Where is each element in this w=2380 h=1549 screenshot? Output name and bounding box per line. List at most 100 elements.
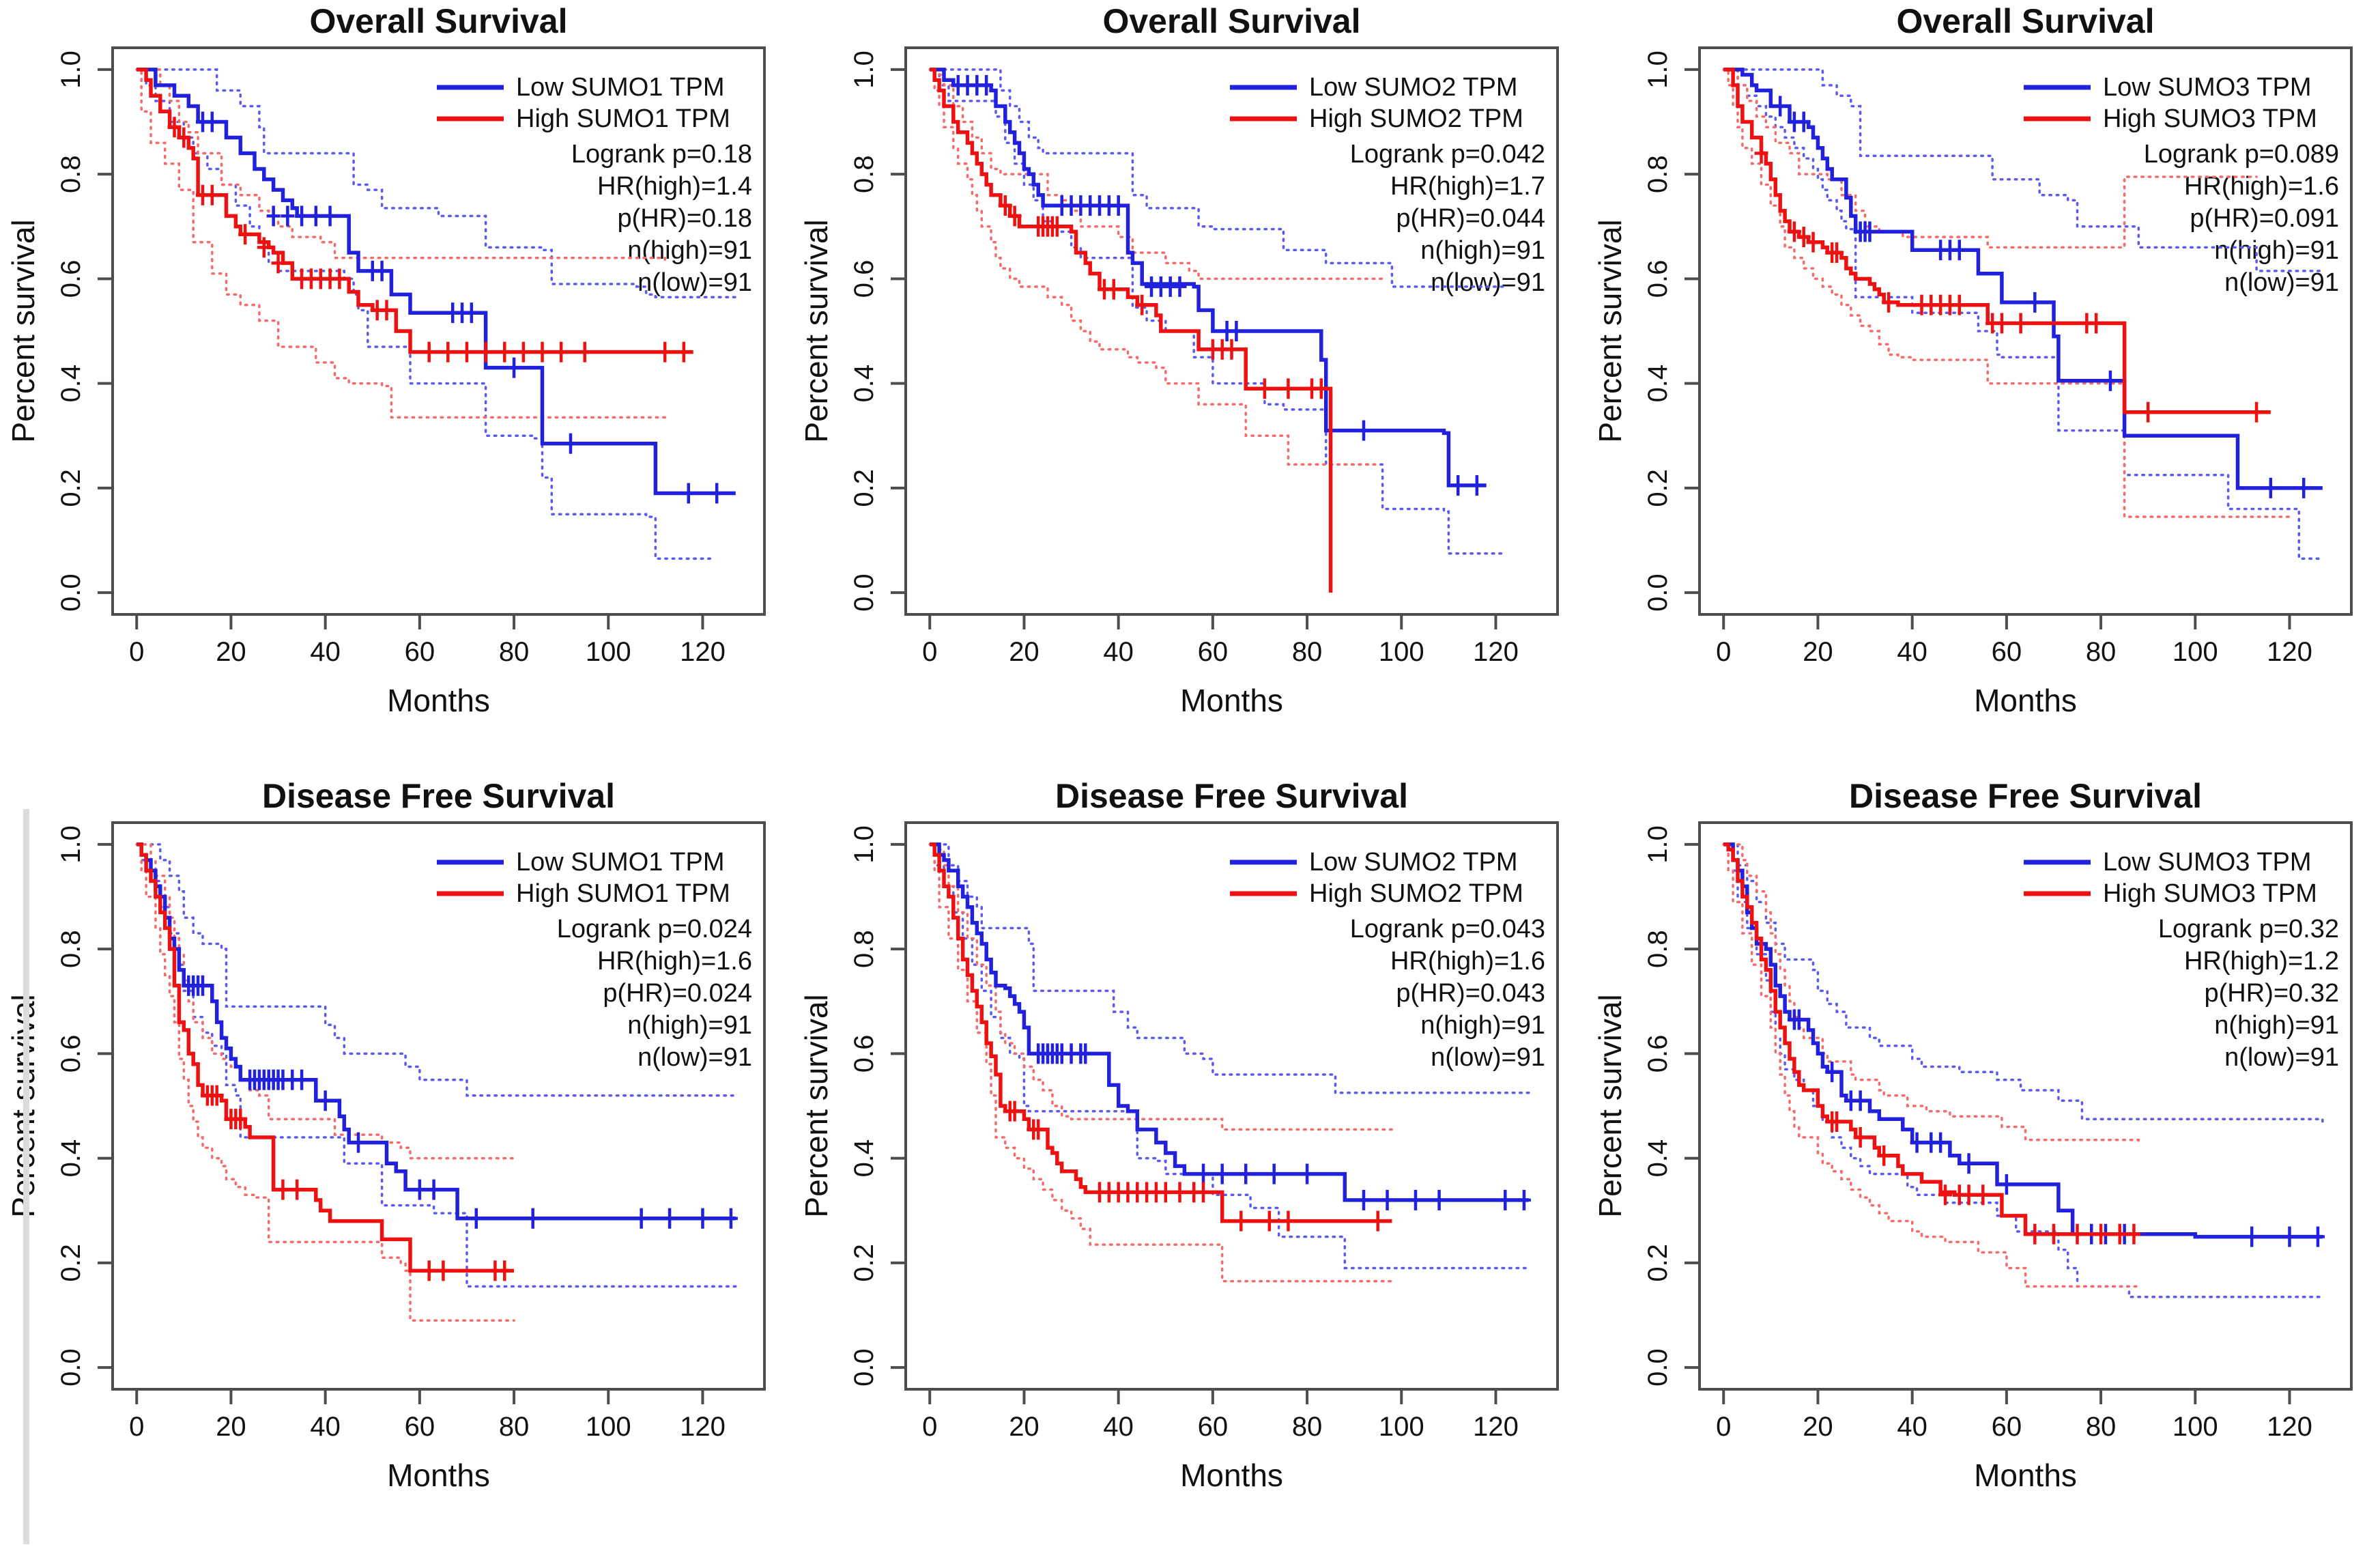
svg-text:60: 60 — [1198, 1412, 1229, 1442]
svg-text:0.2: 0.2 — [849, 469, 879, 507]
svg-text:100: 100 — [586, 637, 631, 667]
svg-text:Logrank p=0.042: Logrank p=0.042 — [1350, 140, 1545, 169]
svg-text:100: 100 — [1379, 637, 1424, 667]
svg-text:n(low)=91: n(low)=91 — [2224, 1043, 2339, 1072]
svg-text:Logrank p=0.043: Logrank p=0.043 — [1350, 915, 1545, 943]
svg-text:Months: Months — [387, 1458, 490, 1493]
svg-text:Low SUMO1 TPM: Low SUMO1 TPM — [516, 848, 724, 877]
svg-text:1.0: 1.0 — [1643, 825, 1673, 864]
km-chart-svg: Overall Survival 0 20 40 60 80 100 120 0.0 0.2 0.4… — [1592, 2, 2353, 718]
svg-text:0.8: 0.8 — [56, 930, 86, 968]
svg-text:100: 100 — [2173, 637, 2218, 667]
svg-text:High SUMO3 TPM: High SUMO3 TPM — [2103, 879, 2317, 908]
svg-text:100: 100 — [2173, 1412, 2218, 1442]
svg-text:Months: Months — [1180, 683, 1283, 718]
svg-text:n(low)=91: n(low)=91 — [637, 268, 752, 297]
km-plot-disease-free-survival-sumo1: Disease Free Survival 0 20 40 60 80 100 120 0.0 0… — [0, 775, 793, 1549]
svg-text:40: 40 — [310, 1412, 341, 1442]
svg-text:Overall Survival: Overall Survival — [1102, 2, 1360, 40]
svg-text:n(high)=91: n(high)=91 — [627, 1011, 752, 1040]
svg-text:120: 120 — [680, 637, 726, 667]
svg-text:0.4: 0.4 — [1643, 365, 1673, 403]
svg-text:p(HR)=0.18: p(HR)=0.18 — [618, 204, 752, 233]
svg-text:0.6: 0.6 — [849, 1035, 879, 1073]
svg-text:High SUMO2 TPM: High SUMO2 TPM — [1309, 879, 1523, 908]
svg-text:80: 80 — [2086, 1412, 2117, 1442]
svg-text:Logrank p=0.32: Logrank p=0.32 — [2158, 915, 2339, 943]
svg-text:0.8: 0.8 — [849, 155, 879, 193]
svg-text:0: 0 — [1716, 1412, 1731, 1442]
svg-text:Low SUMO3 TPM: Low SUMO3 TPM — [2103, 848, 2311, 877]
svg-text:20: 20 — [1803, 637, 1833, 667]
svg-text:n(low)=91: n(low)=91 — [637, 1043, 752, 1072]
svg-text:1.0: 1.0 — [849, 825, 879, 864]
svg-text:p(HR)=0.044: p(HR)=0.044 — [1396, 204, 1545, 233]
svg-text:0: 0 — [129, 637, 144, 667]
svg-text:40: 40 — [1897, 1412, 1927, 1442]
svg-text:40: 40 — [1103, 1412, 1134, 1442]
svg-text:60: 60 — [1992, 637, 2022, 667]
svg-text:0.2: 0.2 — [1643, 469, 1673, 507]
scrollbar-artifact-line — [23, 809, 29, 1544]
svg-text:0.0: 0.0 — [56, 573, 86, 612]
svg-text:Logrank p=0.089: Logrank p=0.089 — [2144, 140, 2339, 169]
svg-text:20: 20 — [1009, 637, 1040, 667]
svg-text:0.6: 0.6 — [1643, 260, 1673, 298]
svg-text:20: 20 — [216, 1412, 246, 1442]
svg-text:60: 60 — [1992, 1412, 2022, 1442]
svg-text:0.2: 0.2 — [56, 469, 86, 507]
svg-text:n(high)=91: n(high)=91 — [1420, 236, 1545, 265]
svg-text:Low SUMO2 TPM: Low SUMO2 TPM — [1309, 73, 1517, 102]
svg-text:40: 40 — [310, 637, 341, 667]
svg-text:0.0: 0.0 — [849, 1348, 879, 1387]
svg-text:1.0: 1.0 — [56, 51, 86, 89]
svg-text:Disease Free Survival: Disease Free Survival — [262, 777, 615, 815]
svg-text:0.8: 0.8 — [1643, 155, 1673, 193]
svg-text:HR(high)=1.6: HR(high)=1.6 — [597, 947, 752, 976]
svg-text:HR(high)=1.6: HR(high)=1.6 — [2184, 172, 2339, 201]
svg-text:High SUMO1 TPM: High SUMO1 TPM — [516, 104, 730, 133]
svg-text:40: 40 — [1103, 637, 1134, 667]
svg-text:High SUMO1 TPM: High SUMO1 TPM — [516, 879, 730, 908]
svg-text:Percent survival: Percent survival — [799, 219, 834, 442]
svg-text:0: 0 — [129, 1412, 144, 1442]
svg-text:0: 0 — [922, 637, 937, 667]
svg-text:100: 100 — [1379, 1412, 1424, 1442]
svg-text:1.0: 1.0 — [849, 51, 879, 89]
svg-text:HR(high)=1.2: HR(high)=1.2 — [2184, 947, 2339, 976]
km-plot-disease-free-survival-sumo3: Disease Free Survival 0 20 40 60 80 100 120 0.0 0… — [1587, 775, 2380, 1549]
svg-text:0.0: 0.0 — [849, 573, 879, 612]
svg-text:Months: Months — [1180, 1458, 1283, 1493]
svg-text:HR(high)=1.4: HR(high)=1.4 — [597, 172, 752, 201]
svg-text:0.6: 0.6 — [849, 260, 879, 298]
svg-text:80: 80 — [499, 1412, 530, 1442]
svg-text:80: 80 — [1292, 1412, 1323, 1442]
km-plot-overall-survival-sumo2: Overall Survival 0 20 40 60 80 100 120 0.0 0.2 0.4… — [793, 0, 1586, 774]
svg-text:0.2: 0.2 — [1643, 1244, 1673, 1282]
svg-text:80: 80 — [1292, 637, 1323, 667]
svg-text:0.6: 0.6 — [1643, 1035, 1673, 1073]
svg-text:n(low)=91: n(low)=91 — [1431, 1043, 1545, 1072]
svg-text:High SUMO3 TPM: High SUMO3 TPM — [2103, 104, 2317, 133]
svg-text:0: 0 — [1716, 637, 1731, 667]
svg-text:HR(high)=1.6: HR(high)=1.6 — [1390, 947, 1545, 976]
svg-text:80: 80 — [2086, 637, 2117, 667]
svg-text:80: 80 — [499, 637, 530, 667]
svg-text:20: 20 — [1803, 1412, 1833, 1442]
svg-text:0.8: 0.8 — [1643, 930, 1673, 968]
svg-text:n(high)=91: n(high)=91 — [2214, 236, 2339, 265]
svg-text:Percent survival: Percent survival — [1592, 994, 1628, 1217]
svg-text:1.0: 1.0 — [56, 825, 86, 864]
svg-text:n(low)=91: n(low)=91 — [1431, 268, 1545, 297]
svg-text:120: 120 — [2267, 637, 2312, 667]
svg-text:Months: Months — [1974, 683, 2077, 718]
svg-text:1.0: 1.0 — [1643, 51, 1673, 89]
svg-text:20: 20 — [1009, 1412, 1040, 1442]
svg-text:Disease Free Survival: Disease Free Survival — [1055, 777, 1408, 815]
svg-text:p(HR)=0.024: p(HR)=0.024 — [603, 979, 752, 1008]
svg-text:p(HR)=0.32: p(HR)=0.32 — [2205, 979, 2339, 1008]
km-chart-svg: Overall Survival 0 20 40 60 80 100 120 0.0 0.2 0.4… — [5, 2, 766, 718]
svg-text:Logrank p=0.024: Logrank p=0.024 — [557, 915, 752, 943]
svg-text:Percent survival: Percent survival — [5, 219, 41, 442]
km-chart-svg: Overall Survival 0 20 40 60 80 100 120 0.0 0.2 0.4… — [799, 2, 1559, 718]
